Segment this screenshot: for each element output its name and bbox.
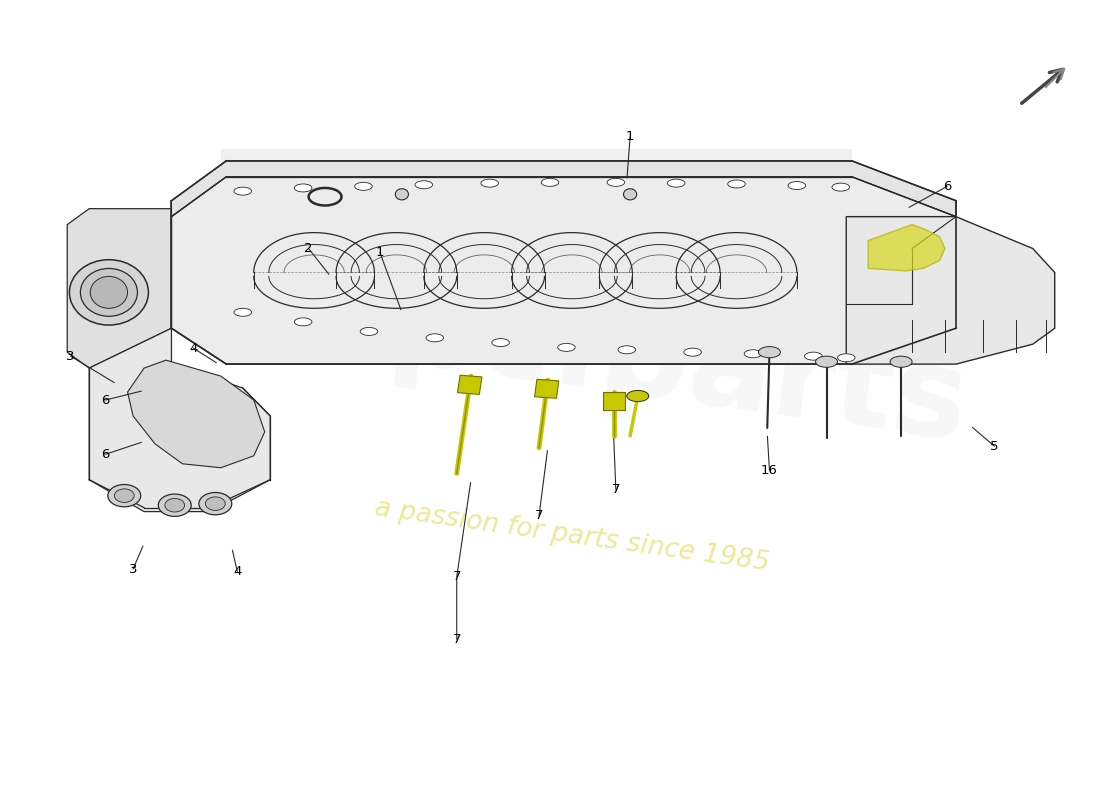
- Text: epc.parts: epc.parts: [300, 254, 976, 466]
- Ellipse shape: [728, 180, 746, 188]
- Text: 1: 1: [626, 130, 635, 143]
- Text: 7: 7: [452, 633, 461, 646]
- Text: a passion for parts since 1985: a passion for parts since 1985: [373, 495, 771, 576]
- Polygon shape: [67, 209, 172, 368]
- Ellipse shape: [832, 183, 849, 191]
- Polygon shape: [221, 149, 851, 169]
- Polygon shape: [172, 177, 956, 364]
- Text: 6: 6: [101, 448, 110, 461]
- Text: 1: 1: [376, 246, 384, 259]
- Ellipse shape: [165, 498, 185, 512]
- Ellipse shape: [69, 260, 148, 325]
- Ellipse shape: [759, 346, 780, 358]
- Ellipse shape: [395, 189, 408, 200]
- Text: 6: 6: [101, 394, 110, 406]
- Ellipse shape: [114, 489, 134, 502]
- Ellipse shape: [788, 182, 805, 190]
- Polygon shape: [172, 161, 956, 217]
- Ellipse shape: [295, 318, 312, 326]
- Text: 3: 3: [66, 350, 75, 362]
- Text: 3: 3: [129, 562, 138, 575]
- Ellipse shape: [354, 182, 372, 190]
- Text: 4: 4: [233, 565, 242, 578]
- Text: 7: 7: [535, 509, 543, 522]
- Ellipse shape: [837, 354, 855, 362]
- Text: 4: 4: [189, 342, 198, 354]
- Text: 2: 2: [305, 242, 312, 255]
- Ellipse shape: [684, 348, 702, 356]
- Ellipse shape: [206, 497, 225, 510]
- Polygon shape: [603, 392, 625, 410]
- Ellipse shape: [558, 343, 575, 351]
- Polygon shape: [868, 225, 945, 271]
- Ellipse shape: [234, 187, 252, 195]
- Ellipse shape: [607, 178, 625, 186]
- Polygon shape: [89, 328, 271, 512]
- Ellipse shape: [415, 181, 432, 189]
- Ellipse shape: [481, 179, 498, 187]
- Ellipse shape: [234, 308, 252, 316]
- Ellipse shape: [295, 184, 312, 192]
- Ellipse shape: [199, 493, 232, 515]
- Ellipse shape: [668, 179, 685, 187]
- Text: 16: 16: [761, 464, 778, 477]
- Ellipse shape: [815, 356, 837, 367]
- Ellipse shape: [426, 334, 443, 342]
- Polygon shape: [128, 360, 265, 468]
- Text: 7: 7: [452, 570, 461, 583]
- Ellipse shape: [492, 338, 509, 346]
- Ellipse shape: [890, 356, 912, 367]
- Polygon shape: [846, 217, 1055, 364]
- Ellipse shape: [90, 277, 128, 308]
- Text: 7: 7: [612, 482, 620, 496]
- Ellipse shape: [624, 189, 637, 200]
- Ellipse shape: [627, 390, 649, 402]
- Text: 5: 5: [990, 440, 999, 453]
- Ellipse shape: [80, 269, 138, 316]
- Ellipse shape: [360, 327, 377, 335]
- Polygon shape: [458, 375, 482, 394]
- Ellipse shape: [804, 352, 822, 360]
- Ellipse shape: [745, 350, 762, 358]
- Ellipse shape: [108, 485, 141, 507]
- Ellipse shape: [618, 346, 636, 354]
- Ellipse shape: [541, 178, 559, 186]
- Text: 6: 6: [943, 180, 951, 193]
- Polygon shape: [535, 379, 559, 398]
- Ellipse shape: [158, 494, 191, 516]
